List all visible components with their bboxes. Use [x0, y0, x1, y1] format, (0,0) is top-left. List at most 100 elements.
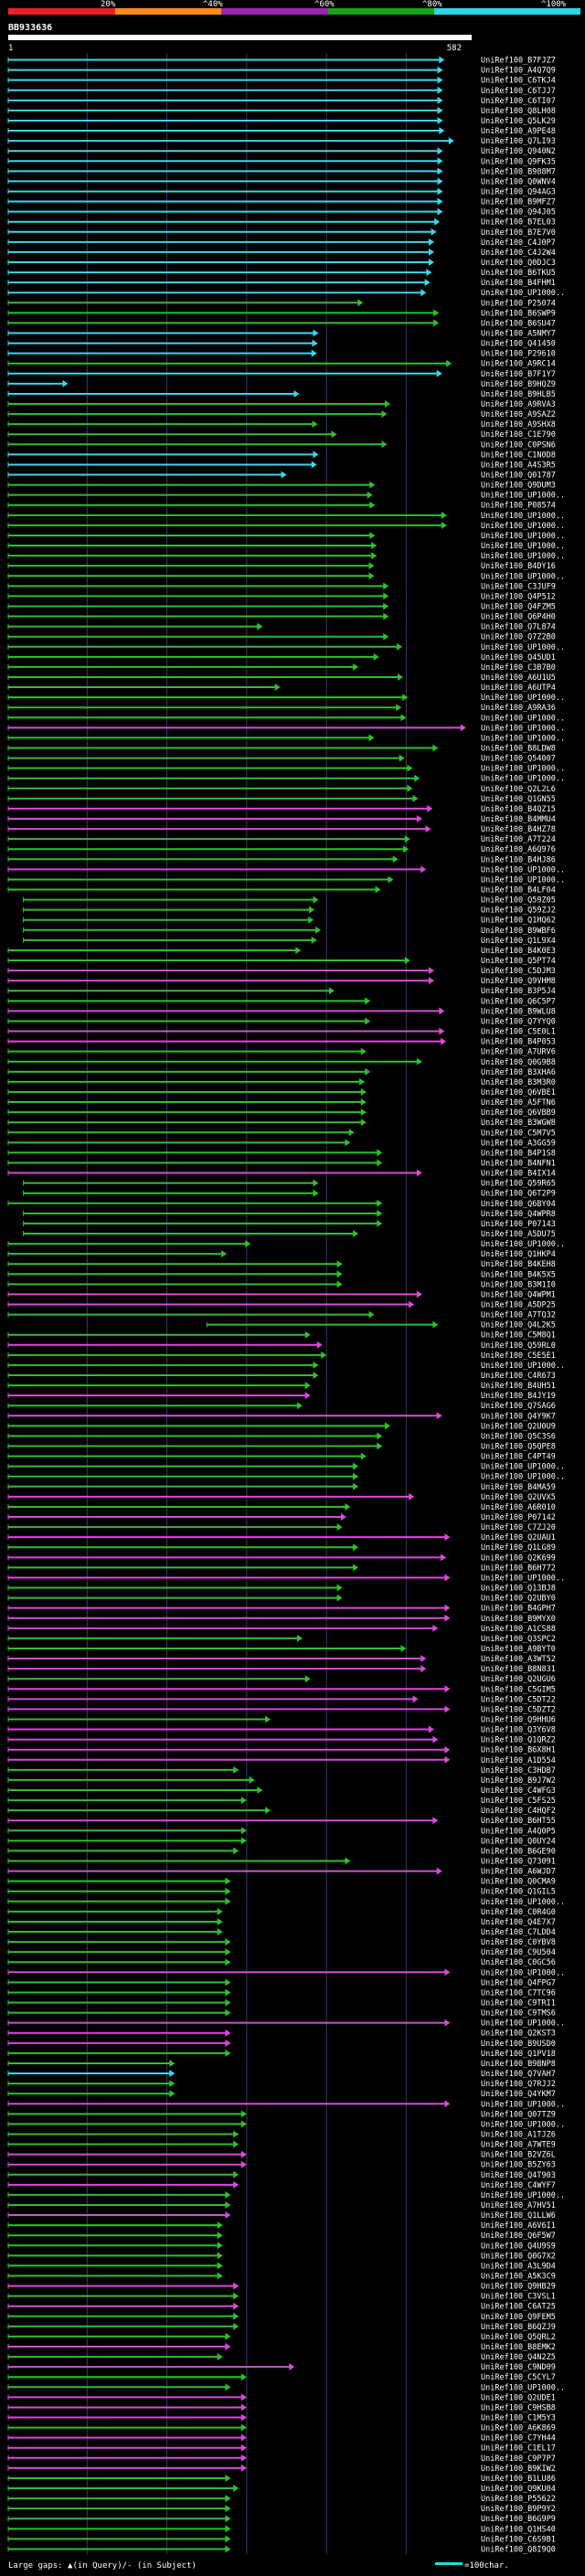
- hit-row[interactable]: UniRef100_Q6F5W7: [7, 2231, 556, 2241]
- hit-label[interactable]: UniRef100_B9USD0: [481, 2040, 556, 2049]
- hit-label[interactable]: UniRef100_Q9HB29: [481, 2283, 556, 2292]
- hit-label[interactable]: UniRef100_UP1000..: [481, 512, 565, 521]
- hit-label[interactable]: UniRef100_UP1000..: [481, 2191, 565, 2200]
- hit-row[interactable]: UniRef100_B4KEH8: [7, 1260, 556, 1269]
- hit-label[interactable]: UniRef100_Q0WNV4: [481, 177, 556, 186]
- hit-row[interactable]: UniRef100_C1N0D8: [7, 451, 556, 460]
- hit-row[interactable]: UniRef100_C4HQF2: [7, 1807, 556, 1816]
- hit-row[interactable]: UniRef100_Q59Z05: [23, 896, 556, 906]
- hit-row[interactable]: UniRef100_Q45UD1: [7, 652, 556, 663]
- hit-row[interactable]: UniRef100_UP1000..: [7, 542, 565, 551]
- hit-row[interactable]: UniRef100_Q0G9B8: [7, 1057, 556, 1067]
- hit-row[interactable]: UniRef100_B4FHM1: [7, 279, 556, 288]
- hit-label[interactable]: UniRef100_B4MMU4: [481, 815, 556, 824]
- hit-row[interactable]: UniRef100_C5M8Q1: [7, 1330, 556, 1341]
- hit-label[interactable]: UniRef100_A7T224: [481, 835, 556, 844]
- hit-label[interactable]: UniRef100_Q54007: [481, 755, 556, 764]
- hit-row[interactable]: UniRef100_UP1000..: [7, 2100, 565, 2109]
- hit-row[interactable]: UniRef100_B6GE90: [7, 1847, 556, 1856]
- hit-label[interactable]: UniRef100_B9J7W2: [481, 1776, 556, 1786]
- hit-row[interactable]: UniRef100_UP1000..: [7, 511, 565, 521]
- hit-row[interactable]: UniRef100_Q7VAH7: [7, 2070, 556, 2079]
- hit-row[interactable]: UniRef100_UP1000..: [7, 724, 565, 733]
- hit-row[interactable]: UniRef100_C9TMS6: [7, 2009, 556, 2019]
- hit-row[interactable]: UniRef100_B9USD0: [7, 2039, 556, 2049]
- hit-row[interactable]: UniRef100_UP1000..: [7, 2019, 565, 2029]
- hit-row[interactable]: UniRef100_B7F1Y7: [7, 369, 556, 379]
- hit-label[interactable]: UniRef100_Q3SPC2: [481, 1635, 556, 1644]
- hit-row[interactable]: UniRef100_A5DP25: [7, 1300, 556, 1310]
- hit-row[interactable]: UniRef100_UP1000..: [7, 289, 565, 298]
- hit-label[interactable]: UniRef100_P55622: [481, 2495, 556, 2504]
- hit-label[interactable]: UniRef100_UP1000..: [481, 492, 565, 501]
- hit-row[interactable]: UniRef100_Q5PT74: [7, 957, 556, 966]
- hit-row[interactable]: UniRef100_C5E5E1: [7, 1351, 556, 1361]
- hit-label[interactable]: UniRef100_Q2UGU6: [481, 1675, 556, 1684]
- hit-row[interactable]: UniRef100_A7HV51: [7, 2200, 556, 2210]
- hit-row[interactable]: UniRef100_UP1000..: [7, 1462, 565, 1472]
- hit-label[interactable]: UniRef100_Q4U9S9: [481, 2242, 556, 2251]
- hit-label[interactable]: UniRef100_Q3Y6V8: [481, 1726, 556, 1735]
- hit-label[interactable]: UniRef100_UP1000..: [481, 532, 565, 541]
- hit-label[interactable]: UniRef100_B4LF04: [481, 886, 556, 896]
- hit-row[interactable]: UniRef100_C5E0L1: [7, 1027, 556, 1037]
- hit-row[interactable]: UniRef100_A6U1U5: [7, 673, 556, 683]
- hit-row[interactable]: UniRef100_Q4FZM5: [7, 602, 556, 611]
- hit-label[interactable]: UniRef100_Q73091: [481, 1858, 556, 1867]
- hit-row[interactable]: UniRef100_P08574: [7, 501, 556, 511]
- hit-row[interactable]: UniRef100_UP1000..: [7, 2383, 565, 2392]
- hit-label[interactable]: UniRef100_A4Q0P5: [481, 1827, 556, 1836]
- hit-label[interactable]: UniRef100_B9WLU8: [481, 1007, 556, 1016]
- hit-row[interactable]: UniRef100_B6SU47: [7, 319, 556, 328]
- hit-row[interactable]: UniRef100_Q0UY24: [7, 1837, 556, 1846]
- hit-label[interactable]: UniRef100_C5DZT2: [481, 1705, 556, 1714]
- hit-row[interactable]: UniRef100_C5GIM5: [7, 1685, 556, 1694]
- hit-row[interactable]: UniRef100_UP1000..: [7, 521, 565, 531]
- hit-row[interactable]: UniRef100_B9J7W2: [7, 1776, 556, 1786]
- hit-row[interactable]: UniRef100_Q1HS40: [7, 2525, 556, 2534]
- hit-row[interactable]: UniRef100_B4MMU4: [7, 815, 556, 824]
- hit-label[interactable]: UniRef100_B6TKU5: [481, 269, 556, 278]
- hit-label[interactable]: UniRef100_Q6VBB9: [481, 1108, 556, 1118]
- hit-row[interactable]: UniRef100_A1D554: [7, 1755, 556, 1765]
- hit-row[interactable]: UniRef100_B7FJZ7: [7, 56, 556, 66]
- hit-label[interactable]: UniRef100_C7YH44: [481, 2434, 556, 2443]
- hit-label[interactable]: UniRef100_Q1QRZ2: [481, 1736, 556, 1745]
- hit-label[interactable]: UniRef100_UP1000..: [481, 1898, 565, 1907]
- hit-label[interactable]: UniRef100_Q9FK35: [481, 157, 556, 166]
- hit-row[interactable]: UniRef100_C1E790: [7, 430, 556, 440]
- hit-row[interactable]: UniRef100_B4DY16: [7, 562, 556, 571]
- hit-label[interactable]: UniRef100_A3L9D4: [481, 2262, 556, 2271]
- hit-label[interactable]: UniRef100_Q59RL0: [481, 1341, 556, 1351]
- hit-row[interactable]: UniRef100_B4HJ86: [7, 855, 556, 864]
- hit-label[interactable]: UniRef100_Q6P4H0: [481, 613, 556, 622]
- hit-label[interactable]: UniRef100_A5K3C9: [481, 2272, 556, 2281]
- hit-row[interactable]: UniRef100_Q6C5P7: [7, 997, 556, 1006]
- hit-row[interactable]: UniRef100_A9SHX8: [7, 420, 556, 429]
- hit-label[interactable]: UniRef100_B4P1S8: [481, 1149, 556, 1158]
- hit-row[interactable]: UniRef100_A9SAZ2: [7, 410, 556, 419]
- hit-row[interactable]: UniRef100_C5DT22: [7, 1695, 556, 1704]
- hit-row[interactable]: UniRef100_C0GC56: [7, 1958, 556, 1967]
- hit-label[interactable]: UniRef100_B3P5J4: [481, 987, 556, 996]
- hit-row[interactable]: UniRef100_Q07TZ9: [7, 2110, 556, 2119]
- hit-row[interactable]: UniRef100_Q4FPG7: [7, 1978, 556, 1988]
- hit-row[interactable]: UniRef100_C1M5Y3: [7, 2413, 556, 2423]
- hit-label[interactable]: UniRef100_P08574: [481, 502, 556, 511]
- hit-row[interactable]: UniRef100_Q4N2Z5: [7, 2353, 556, 2362]
- hit-row[interactable]: UniRef100_UP1000..: [7, 865, 565, 875]
- hit-label[interactable]: UniRef100_Q2UBY0: [481, 1595, 556, 1604]
- hit-row[interactable]: UniRef100_Q5QRL2: [7, 2332, 556, 2342]
- hit-row[interactable]: UniRef100_Q2UAU1: [7, 1533, 556, 1542]
- hit-label[interactable]: UniRef100_P25074: [481, 299, 556, 308]
- hit-label[interactable]: UniRef100_Q2K699: [481, 1553, 556, 1563]
- hit-row[interactable]: UniRef100_Q2UBY0: [7, 1594, 556, 1604]
- hit-row[interactable]: UniRef100_Q4L2K5: [206, 1320, 556, 1330]
- hit-row[interactable]: UniRef100_C5DJM3: [7, 967, 556, 976]
- hit-label[interactable]: UniRef100_Q4WPM1: [481, 1290, 556, 1299]
- hit-label[interactable]: UniRef100_Q7LI93: [481, 137, 556, 146]
- hit-row[interactable]: UniRef100_Q9KU04: [7, 2485, 556, 2494]
- hit-row[interactable]: UniRef100_A3L9D4: [7, 2262, 556, 2271]
- hit-label[interactable]: UniRef100_C7ZJ20: [481, 1523, 556, 1532]
- hit-row[interactable]: UniRef100_A1TJZ6: [7, 2130, 556, 2139]
